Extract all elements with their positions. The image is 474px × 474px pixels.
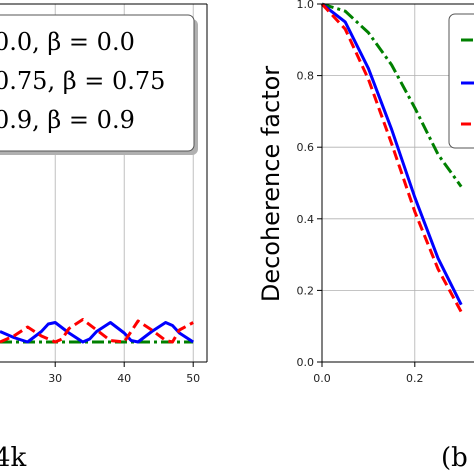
- right-x-tick-label: 0.2: [406, 372, 424, 385]
- right-y-tick-label: 0.2: [297, 284, 315, 297]
- left-plot-panel: 30 40 50 0.0, β = 0.0 0.75, β = 0.75 0.9, …: [0, 3, 208, 473]
- left-panel-label: 4k: [0, 443, 27, 473]
- left-x-tick-label: 30: [48, 372, 62, 385]
- right-series-lines: [320, 2, 463, 313]
- right-y-tick-label: 0.0: [297, 356, 315, 369]
- right-plot-panel: 0.0 0.2 0.4 0.6 0.8 1.0 0.0 0.2 Decoherence fa…: [257, 0, 474, 473]
- right-x-tick-label: 0.0: [313, 372, 331, 385]
- legend-entry-2: 0.75, β = 0.75: [0, 67, 165, 95]
- left-x-ticks: 30 40 50: [48, 362, 200, 385]
- left-series-line-2: [0, 321, 195, 344]
- right-panel-label: (b: [441, 443, 468, 473]
- right-y-tick-label: 0.4: [297, 213, 315, 226]
- right-y-ticks: 0.0 0.2 0.4 0.6 0.8 1.0: [297, 0, 322, 369]
- left-series-lines: [0, 318, 195, 344]
- right-y-tick-label: 0.6: [297, 141, 315, 154]
- left-series-line-3: [0, 318, 194, 344]
- left-x-tick-label: 40: [117, 372, 131, 385]
- right-legend-box: [448, 13, 474, 149]
- right-x-ticks: 0.0 0.2: [313, 362, 424, 385]
- left-x-tick-label: 50: [186, 372, 200, 385]
- right-series-line-1: [321, 2, 463, 188]
- legend: 0.0, β = 0.0 0.75, β = 0.75 0.9, β = 0.9: [0, 14, 198, 155]
- right-series-line-2: [321, 2, 463, 306]
- right-series-line-3: [320, 2, 463, 313]
- right-y-axis-label: Decoherence factor: [257, 66, 285, 302]
- legend-entry-3: 0.9, β = 0.9: [0, 106, 135, 134]
- right-y-tick-label: 1.0: [297, 0, 315, 11]
- legend-entry-1: 0.0, β = 0.0: [0, 28, 135, 56]
- right-legend: [448, 13, 474, 149]
- legend-box: [0, 14, 195, 152]
- right-y-tick-label: 0.8: [297, 70, 315, 83]
